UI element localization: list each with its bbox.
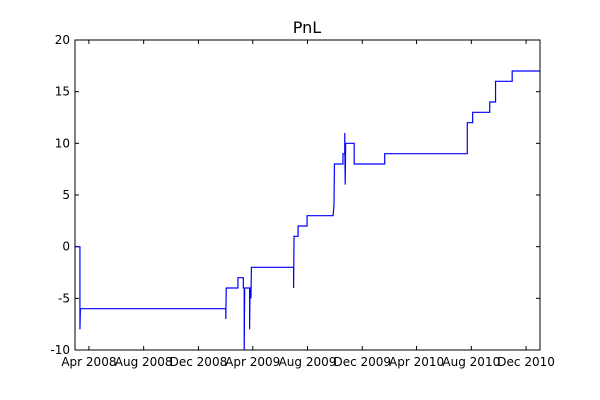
x-tick-label: Aug 2009	[279, 355, 337, 369]
x-tick-label: Dec 2010	[497, 355, 555, 369]
x-tick-label: Aug 2008	[115, 355, 173, 369]
y-tick-label: 0	[62, 240, 70, 254]
series-line	[75, 70, 540, 351]
x-tick-label: Dec 2009	[333, 355, 391, 369]
y-tick-label: 10	[55, 136, 70, 150]
y-tick-label: 15	[55, 85, 70, 99]
y-axis: -10 -5 0 5 10 15 20	[50, 33, 540, 357]
x-tick-label: Apr 2009	[225, 355, 280, 369]
y-tick-label: -5	[58, 291, 70, 305]
x-tick-label: Dec 2008	[170, 355, 228, 369]
x-tick-label: Apr 2010	[389, 355, 444, 369]
plot-frame	[74, 39, 541, 351]
chart-title: PnL	[293, 18, 322, 37]
y-tick-label: -10	[50, 343, 70, 357]
y-tick-label: 5	[62, 188, 70, 202]
x-tick-label: Apr 2008	[61, 355, 116, 369]
x-tick-label: Aug 2010	[442, 355, 500, 369]
y-tick-label: 20	[55, 33, 70, 47]
